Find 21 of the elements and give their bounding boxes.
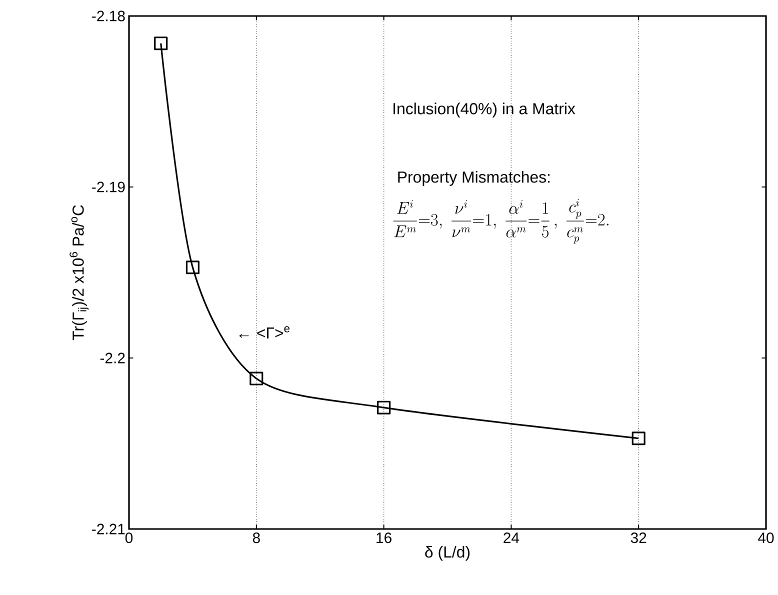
x-tick-label: 40 [758, 532, 774, 544]
y-tick-label: -2.18 [92, 10, 125, 22]
annotation: Property Mismatches: [398, 171, 550, 186]
point [186, 260, 200, 274]
y-tick-label: -2.2 [100, 352, 125, 364]
x-tick-label: 32 [630, 532, 646, 544]
x-tick-label: 8 [252, 532, 260, 544]
annotation: Inclusion(40%) in a Matrix [394, 102, 576, 118]
annotation: ← <Γ>$^{e}$ [239, 326, 290, 338]
point [250, 372, 264, 386]
x-tick-label: 24 [504, 532, 520, 543]
point [377, 400, 391, 414]
y-axis-title: Tr(Γ$_{ij}$)/2 x10$^{6}$ Pa/$^{o}$C [70, 205, 89, 340]
y-tick-label: -2.21 [92, 524, 125, 534]
annotation: $\frac{E^{i}}{E^{m}}{=}3,\ \frac{\nu^{i}}{\nu^{m}}{=}1,\ \frac{\alpha^{i}}{\alpha^{m}}{=}\frac{1}{5}\,,\ \frac{c_{p}^{i}}{c_{p}^{m}}{=}2.$ [393, 198, 608, 244]
x-tick-label: 0 [125, 532, 133, 544]
y-tick-label: -2.19 [92, 182, 125, 192]
point [632, 432, 646, 446]
point [154, 36, 168, 50]
x-tick-label: 16 [376, 532, 392, 544]
x-axis-title: δ (L/d) [425, 546, 470, 561]
